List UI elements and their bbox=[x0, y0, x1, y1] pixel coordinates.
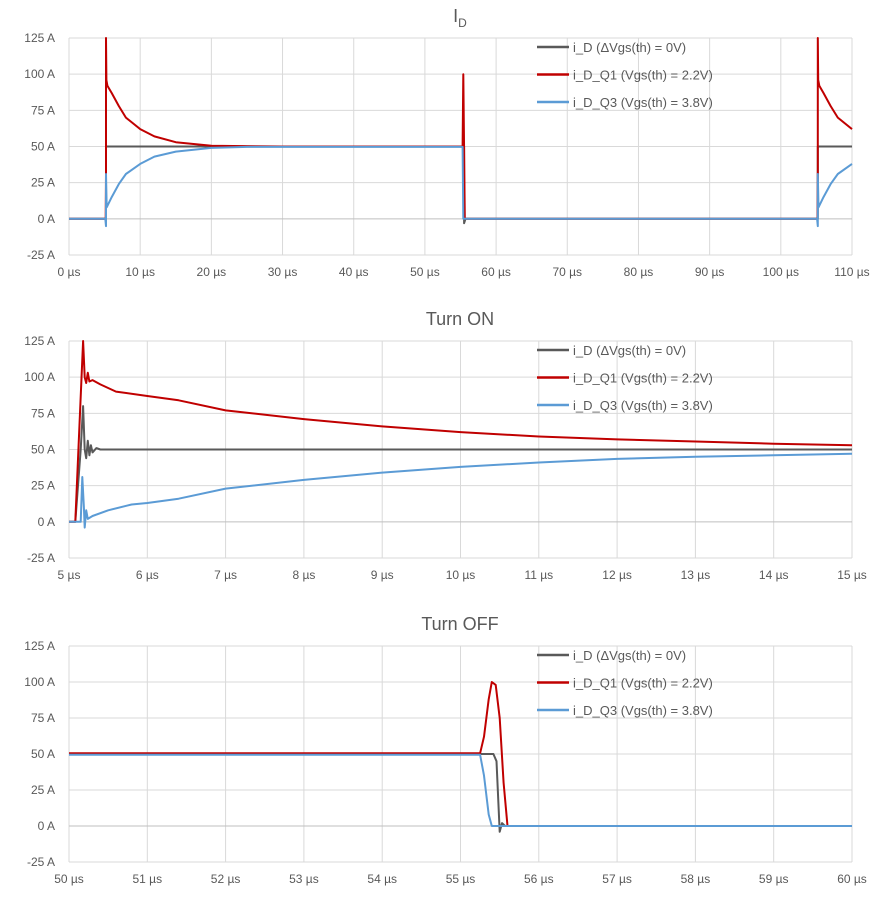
chart-title-text: Turn ON bbox=[426, 309, 494, 329]
y-tick-label: 25 A bbox=[31, 479, 55, 493]
x-tick-label: 57 µs bbox=[602, 872, 632, 886]
x-tick-label: 10 µs bbox=[446, 568, 476, 582]
y-tick-label: 0 A bbox=[38, 819, 55, 833]
legend-label: i_D_Q1 (Vgs(th) = 2.2V) bbox=[573, 68, 713, 83]
x-tick-label: 54 µs bbox=[367, 872, 397, 886]
y-tick-label: 50 A bbox=[31, 443, 55, 457]
legend-label: i_D (ΔVgs(th) = 0V) bbox=[573, 40, 686, 55]
x-tick-label: 52 µs bbox=[211, 872, 241, 886]
y-tick-label: 100 A bbox=[24, 675, 55, 689]
chart-title-text: I bbox=[453, 6, 458, 26]
legend-label: i_D_Q3 (Vgs(th) = 3.8V) bbox=[573, 95, 713, 110]
y-tick-label: 25 A bbox=[31, 783, 55, 797]
series-line-1 bbox=[69, 340, 853, 523]
series-line-2 bbox=[69, 145, 853, 228]
y-tick-label: 125 A bbox=[24, 31, 55, 45]
y-tick-label: -25 A bbox=[27, 248, 55, 262]
legend-label: i_D_Q3 (Vgs(th) = 3.8V) bbox=[573, 398, 713, 413]
y-tick-label: 0 A bbox=[38, 212, 55, 226]
x-tick-label: 40 µs bbox=[339, 265, 369, 279]
x-tick-label: 50 µs bbox=[54, 872, 84, 886]
x-tick-label: 90 µs bbox=[695, 265, 725, 279]
chart-title-subscript: D bbox=[458, 16, 467, 30]
legend-label: i_D (ΔVgs(th) = 0V) bbox=[573, 648, 686, 663]
x-tick-label: 100 µs bbox=[763, 265, 799, 279]
y-tick-label: -25 A bbox=[27, 855, 55, 869]
x-tick-label: 9 µs bbox=[371, 568, 394, 582]
x-tick-label: 59 µs bbox=[759, 872, 789, 886]
y-tick-label: 75 A bbox=[31, 711, 55, 725]
x-tick-label: 13 µs bbox=[681, 568, 711, 582]
series-line-1 bbox=[69, 37, 853, 220]
y-tick-label: 125 A bbox=[24, 334, 55, 348]
chart-panel-0: 0 µs 10 µs 20 µs 30 µs 40 µs 50 µs 60 µs 70 µs 8… bbox=[24, 6, 869, 279]
x-tick-label: 80 µs bbox=[624, 265, 654, 279]
chart-panel-1: 5 µs 6 µs 7 µs 8 µs 9 µs 10 µs 11 µs 12 µs 13 µs… bbox=[24, 309, 867, 582]
x-tick-label: 60 µs bbox=[837, 872, 867, 886]
y-tick-label: 100 A bbox=[24, 67, 55, 81]
x-tick-label: 53 µs bbox=[289, 872, 319, 886]
chart-title-text: Turn OFF bbox=[421, 614, 498, 634]
x-tick-label: 30 µs bbox=[268, 265, 298, 279]
x-tick-label: 12 µs bbox=[602, 568, 632, 582]
x-tick-label: 58 µs bbox=[681, 872, 711, 886]
x-tick-label: 56 µs bbox=[524, 872, 554, 886]
legend-label: i_D_Q1 (Vgs(th) = 2.2V) bbox=[573, 676, 713, 691]
x-tick-label: 0 µs bbox=[58, 265, 81, 279]
y-tick-label: 75 A bbox=[31, 103, 55, 117]
y-tick-label: 50 A bbox=[31, 747, 55, 761]
y-tick-label: 75 A bbox=[31, 406, 55, 420]
chart-panel-2: 50 µs 51 µs 52 µs 53 µs 54 µs 55 µs 56 µs 57 µs… bbox=[24, 614, 867, 886]
legend-label: i_D (ΔVgs(th) = 0V) bbox=[573, 343, 686, 358]
x-tick-label: 10 µs bbox=[125, 265, 155, 279]
x-tick-label: 51 µs bbox=[132, 872, 162, 886]
x-tick-label: 6 µs bbox=[136, 568, 159, 582]
y-tick-label: 0 A bbox=[38, 515, 55, 529]
y-tick-label: 100 A bbox=[24, 370, 55, 384]
series-line-2 bbox=[69, 753, 852, 827]
x-tick-label: 5 µs bbox=[58, 568, 81, 582]
series-line-0 bbox=[69, 145, 852, 225]
x-tick-label: 60 µs bbox=[481, 265, 511, 279]
chart-title: Turn OFF bbox=[421, 614, 498, 634]
legend-label: i_D_Q1 (Vgs(th) = 2.2V) bbox=[573, 371, 713, 386]
series-line-2 bbox=[69, 452, 853, 529]
series-line-1 bbox=[69, 681, 852, 827]
x-tick-label: 20 µs bbox=[197, 265, 227, 279]
x-tick-label: 70 µs bbox=[552, 265, 582, 279]
x-tick-label: 11 µs bbox=[524, 568, 553, 582]
series-line-0 bbox=[69, 405, 852, 523]
y-tick-label: 50 A bbox=[31, 140, 55, 154]
x-tick-label: 15 µs bbox=[837, 568, 867, 582]
x-tick-label: 110 µs bbox=[834, 265, 869, 279]
chart-title: ID bbox=[453, 6, 467, 30]
y-tick-label: 25 A bbox=[31, 176, 55, 190]
x-tick-label: 7 µs bbox=[214, 568, 237, 582]
y-tick-label: -25 A bbox=[27, 551, 55, 565]
x-tick-label: 14 µs bbox=[759, 568, 789, 582]
chart-title: Turn ON bbox=[426, 309, 494, 329]
x-tick-label: 55 µs bbox=[446, 872, 476, 886]
legend-label: i_D_Q3 (Vgs(th) = 3.8V) bbox=[573, 703, 713, 718]
x-tick-label: 50 µs bbox=[410, 265, 440, 279]
y-tick-label: 125 A bbox=[24, 639, 55, 653]
x-tick-label: 8 µs bbox=[292, 568, 315, 582]
